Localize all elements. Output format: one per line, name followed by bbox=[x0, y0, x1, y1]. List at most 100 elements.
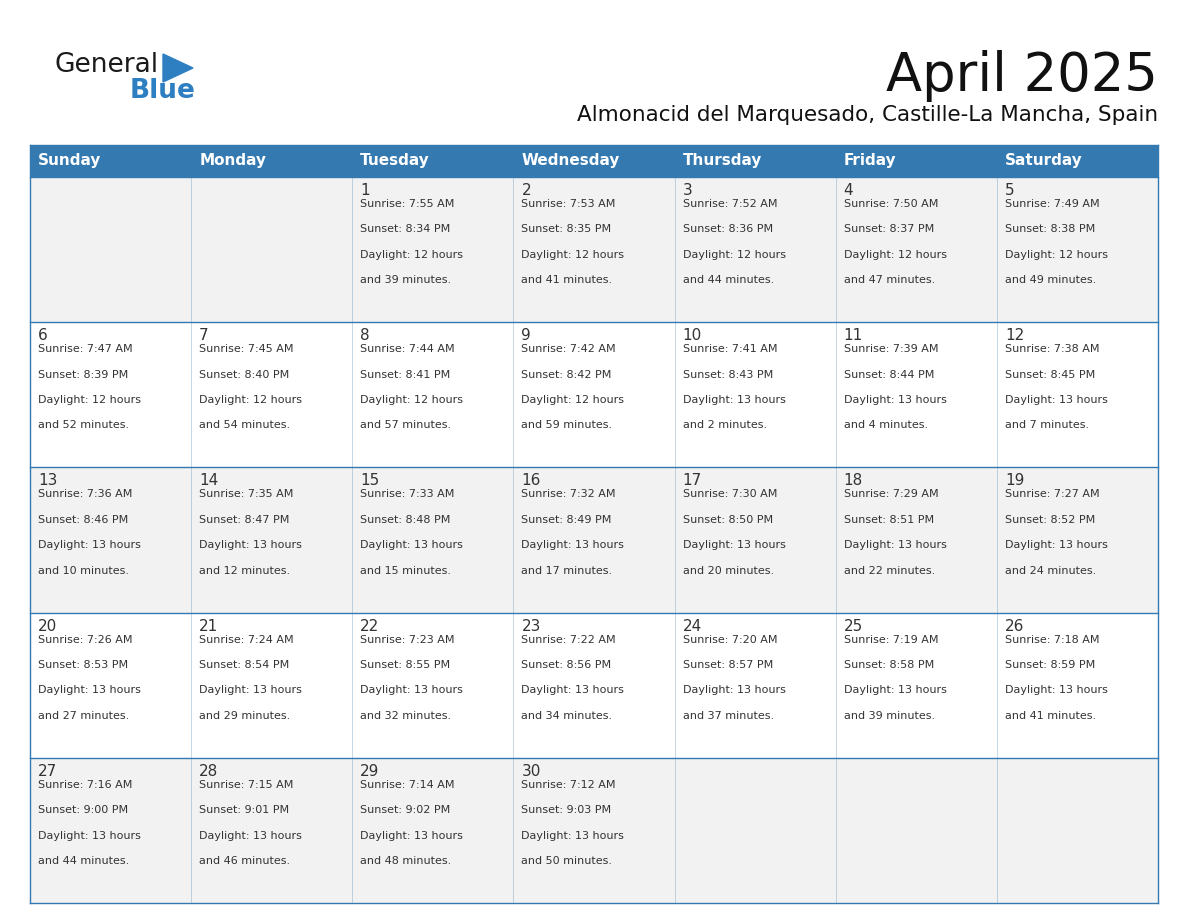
Text: Sunset: 8:38 PM: Sunset: 8:38 PM bbox=[1005, 224, 1095, 234]
Text: Daylight: 12 hours: Daylight: 12 hours bbox=[683, 250, 785, 260]
Text: Sunrise: 7:52 AM: Sunrise: 7:52 AM bbox=[683, 199, 777, 209]
Text: Daylight: 12 hours: Daylight: 12 hours bbox=[38, 395, 141, 405]
Text: and 10 minutes.: and 10 minutes. bbox=[38, 565, 129, 576]
Text: 8: 8 bbox=[360, 329, 369, 343]
Text: Daylight: 13 hours: Daylight: 13 hours bbox=[200, 831, 302, 841]
Text: Sunrise: 7:12 AM: Sunrise: 7:12 AM bbox=[522, 779, 615, 789]
Text: 21: 21 bbox=[200, 619, 219, 633]
Text: Daylight: 13 hours: Daylight: 13 hours bbox=[38, 831, 141, 841]
Text: 15: 15 bbox=[360, 474, 379, 488]
Text: Sunset: 8:59 PM: Sunset: 8:59 PM bbox=[1005, 660, 1095, 670]
Text: Daylight: 13 hours: Daylight: 13 hours bbox=[360, 540, 463, 550]
Text: 30: 30 bbox=[522, 764, 541, 778]
Text: 13: 13 bbox=[38, 474, 57, 488]
Text: Sunset: 8:37 PM: Sunset: 8:37 PM bbox=[843, 224, 934, 234]
Text: Sunset: 8:43 PM: Sunset: 8:43 PM bbox=[683, 370, 773, 380]
Text: Thursday: Thursday bbox=[683, 153, 762, 169]
Text: Sunrise: 7:29 AM: Sunrise: 7:29 AM bbox=[843, 489, 939, 499]
Bar bbox=[30, 322, 1158, 467]
Text: Almonacid del Marquesado, Castille-La Mancha, Spain: Almonacid del Marquesado, Castille-La Ma… bbox=[577, 105, 1158, 125]
Text: Daylight: 13 hours: Daylight: 13 hours bbox=[683, 395, 785, 405]
Text: Sunset: 9:03 PM: Sunset: 9:03 PM bbox=[522, 805, 612, 815]
Text: Daylight: 12 hours: Daylight: 12 hours bbox=[522, 395, 625, 405]
Text: Daylight: 13 hours: Daylight: 13 hours bbox=[1005, 540, 1107, 550]
Text: Sunrise: 7:27 AM: Sunrise: 7:27 AM bbox=[1005, 489, 1099, 499]
Text: 5: 5 bbox=[1005, 183, 1015, 198]
Text: and 29 minutes.: and 29 minutes. bbox=[200, 711, 290, 721]
Text: 16: 16 bbox=[522, 474, 541, 488]
Text: Sunday: Sunday bbox=[38, 153, 101, 169]
Text: Sunset: 8:49 PM: Sunset: 8:49 PM bbox=[522, 515, 612, 525]
Text: Sunrise: 7:47 AM: Sunrise: 7:47 AM bbox=[38, 344, 133, 354]
Text: and 44 minutes.: and 44 minutes. bbox=[683, 275, 773, 285]
Text: Sunset: 8:42 PM: Sunset: 8:42 PM bbox=[522, 370, 612, 380]
Text: Sunset: 9:00 PM: Sunset: 9:00 PM bbox=[38, 805, 128, 815]
Text: and 57 minutes.: and 57 minutes. bbox=[360, 420, 451, 431]
Text: 9: 9 bbox=[522, 329, 531, 343]
Text: 25: 25 bbox=[843, 619, 862, 633]
Text: Daylight: 12 hours: Daylight: 12 hours bbox=[360, 395, 463, 405]
Text: and 4 minutes.: and 4 minutes. bbox=[843, 420, 928, 431]
Text: Wednesday: Wednesday bbox=[522, 153, 620, 169]
Text: Sunrise: 7:26 AM: Sunrise: 7:26 AM bbox=[38, 634, 133, 644]
Text: Sunset: 8:39 PM: Sunset: 8:39 PM bbox=[38, 370, 128, 380]
Text: Daylight: 13 hours: Daylight: 13 hours bbox=[1005, 395, 1107, 405]
Text: 29: 29 bbox=[360, 764, 380, 778]
Text: and 2 minutes.: and 2 minutes. bbox=[683, 420, 766, 431]
Text: Sunset: 8:54 PM: Sunset: 8:54 PM bbox=[200, 660, 290, 670]
Text: and 39 minutes.: and 39 minutes. bbox=[360, 275, 451, 285]
Text: April 2025: April 2025 bbox=[886, 50, 1158, 102]
Text: Daylight: 13 hours: Daylight: 13 hours bbox=[38, 540, 141, 550]
Text: and 27 minutes.: and 27 minutes. bbox=[38, 711, 129, 721]
Text: Sunset: 8:58 PM: Sunset: 8:58 PM bbox=[843, 660, 934, 670]
Text: 23: 23 bbox=[522, 619, 541, 633]
Bar bbox=[30, 467, 1158, 612]
Text: Sunset: 8:40 PM: Sunset: 8:40 PM bbox=[200, 370, 290, 380]
Text: Daylight: 12 hours: Daylight: 12 hours bbox=[200, 395, 302, 405]
Text: Sunrise: 7:49 AM: Sunrise: 7:49 AM bbox=[1005, 199, 1099, 209]
Text: Sunset: 8:51 PM: Sunset: 8:51 PM bbox=[843, 515, 934, 525]
Text: 11: 11 bbox=[843, 329, 862, 343]
Text: Sunset: 8:55 PM: Sunset: 8:55 PM bbox=[360, 660, 450, 670]
Text: Blue: Blue bbox=[129, 78, 196, 104]
Text: Sunset: 8:44 PM: Sunset: 8:44 PM bbox=[843, 370, 934, 380]
Text: Sunrise: 7:39 AM: Sunrise: 7:39 AM bbox=[843, 344, 939, 354]
Text: Sunrise: 7:23 AM: Sunrise: 7:23 AM bbox=[360, 634, 455, 644]
Text: and 34 minutes.: and 34 minutes. bbox=[522, 711, 613, 721]
Text: and 15 minutes.: and 15 minutes. bbox=[360, 565, 451, 576]
Text: Sunrise: 7:32 AM: Sunrise: 7:32 AM bbox=[522, 489, 615, 499]
Text: Daylight: 13 hours: Daylight: 13 hours bbox=[200, 686, 302, 696]
Text: 4: 4 bbox=[843, 183, 853, 198]
Text: Sunrise: 7:42 AM: Sunrise: 7:42 AM bbox=[522, 344, 617, 354]
Text: Daylight: 13 hours: Daylight: 13 hours bbox=[200, 540, 302, 550]
Text: Sunset: 8:34 PM: Sunset: 8:34 PM bbox=[360, 224, 450, 234]
Text: 10: 10 bbox=[683, 329, 702, 343]
Text: Sunset: 9:01 PM: Sunset: 9:01 PM bbox=[200, 805, 289, 815]
Text: and 41 minutes.: and 41 minutes. bbox=[522, 275, 613, 285]
Text: and 50 minutes.: and 50 minutes. bbox=[522, 856, 613, 866]
Text: Daylight: 13 hours: Daylight: 13 hours bbox=[683, 686, 785, 696]
Bar bbox=[30, 757, 1158, 903]
Text: 17: 17 bbox=[683, 474, 702, 488]
Text: 2: 2 bbox=[522, 183, 531, 198]
Text: and 12 minutes.: and 12 minutes. bbox=[200, 565, 290, 576]
Text: and 47 minutes.: and 47 minutes. bbox=[843, 275, 935, 285]
Text: 27: 27 bbox=[38, 764, 57, 778]
Text: Sunset: 8:48 PM: Sunset: 8:48 PM bbox=[360, 515, 450, 525]
Text: Sunset: 8:53 PM: Sunset: 8:53 PM bbox=[38, 660, 128, 670]
Text: Sunrise: 7:50 AM: Sunrise: 7:50 AM bbox=[843, 199, 939, 209]
Text: and 32 minutes.: and 32 minutes. bbox=[360, 711, 451, 721]
Text: Sunset: 8:35 PM: Sunset: 8:35 PM bbox=[522, 224, 612, 234]
Text: and 41 minutes.: and 41 minutes. bbox=[1005, 711, 1097, 721]
Text: Sunset: 8:47 PM: Sunset: 8:47 PM bbox=[200, 515, 290, 525]
Text: and 20 minutes.: and 20 minutes. bbox=[683, 565, 773, 576]
Text: Daylight: 12 hours: Daylight: 12 hours bbox=[360, 250, 463, 260]
Text: Sunrise: 7:35 AM: Sunrise: 7:35 AM bbox=[200, 489, 293, 499]
Text: Sunrise: 7:44 AM: Sunrise: 7:44 AM bbox=[360, 344, 455, 354]
Bar bbox=[30, 177, 1158, 322]
Text: Sunrise: 7:16 AM: Sunrise: 7:16 AM bbox=[38, 779, 132, 789]
Text: 26: 26 bbox=[1005, 619, 1024, 633]
Text: Friday: Friday bbox=[843, 153, 896, 169]
Text: Sunrise: 7:55 AM: Sunrise: 7:55 AM bbox=[360, 199, 455, 209]
Text: Sunrise: 7:15 AM: Sunrise: 7:15 AM bbox=[200, 779, 293, 789]
